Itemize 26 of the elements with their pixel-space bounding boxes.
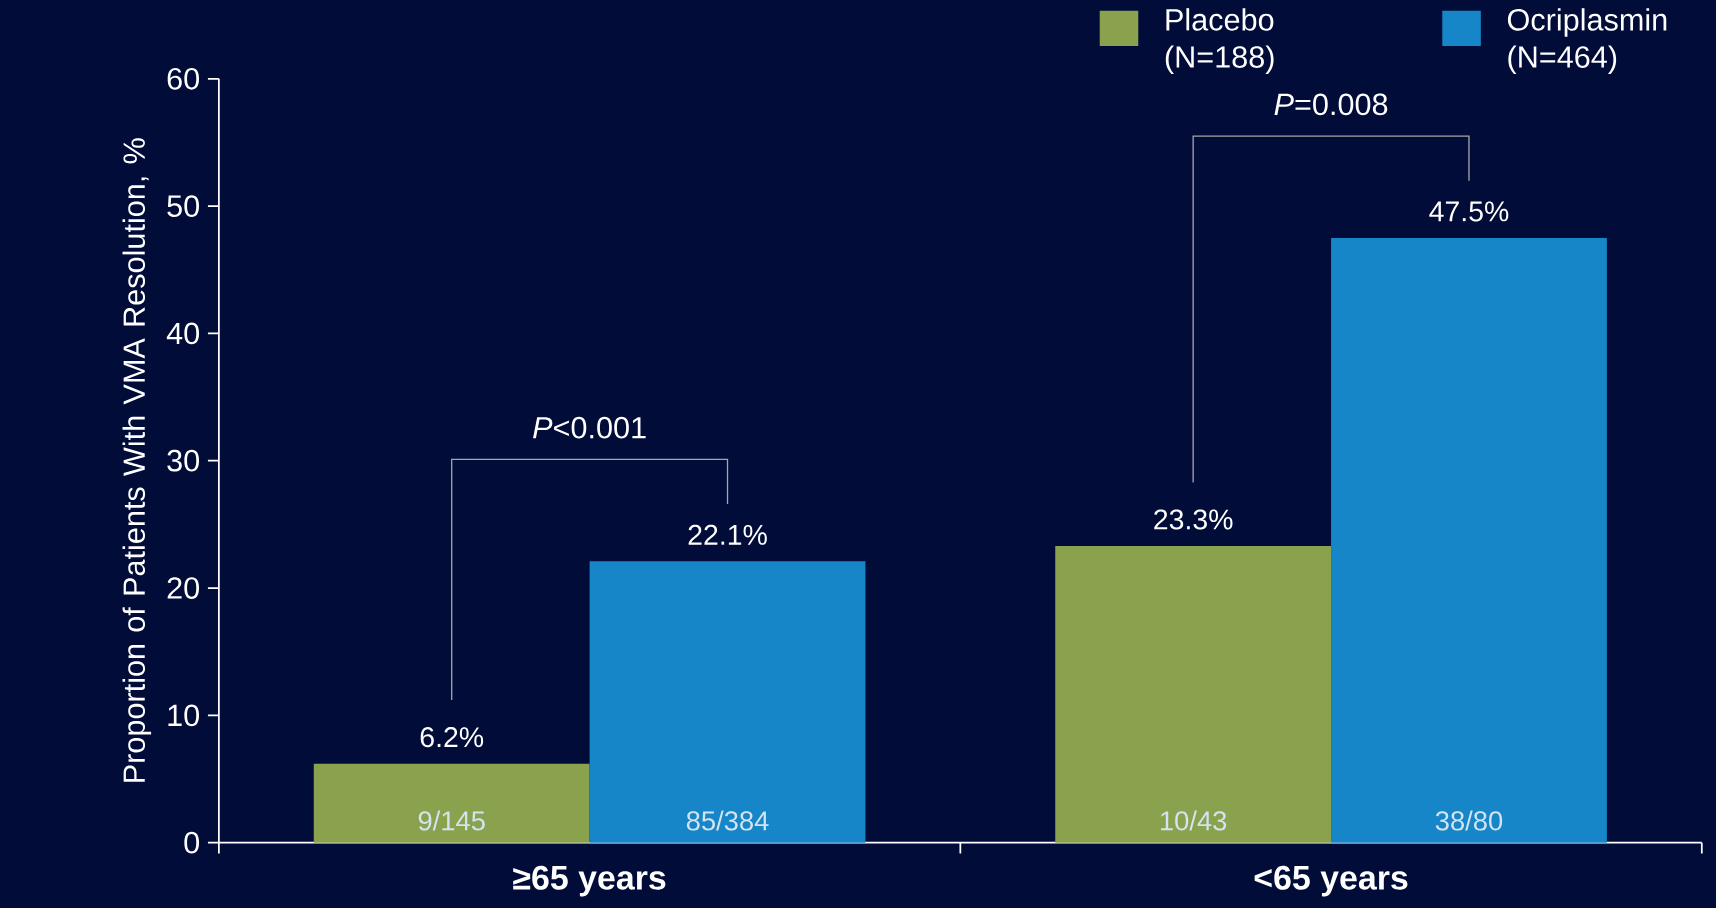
bar [589,561,866,843]
y-tick-label: 60 [167,67,200,90]
data-label: 6.2% [420,726,484,748]
legend-label: Placebo (N=188) [1165,8,1274,74]
y-tick-label: 30 [167,449,200,472]
annotation: P=0.008 [1274,93,1388,116]
annotation: P<0.001 [533,416,646,439]
annotation: 10/43 [1161,810,1227,831]
x-tick-label: ≥65 years [513,865,666,897]
y-tick-label: 40 [166,322,200,345]
annotation: 85/384 [686,810,769,831]
bar [1055,545,1332,843]
y-tick-label: 20 [167,577,200,599]
y-tick-label: 0 [184,831,200,854]
data-label: 23.3% [1154,509,1233,530]
data-label: 47.5% [1429,201,1509,222]
y-tick-label: 50 [167,195,200,217]
y-tick-label: 10 [168,704,200,727]
bar [313,763,590,843]
data-label: 22.1% [688,524,767,545]
x-tick-label: <65 years [1254,865,1408,897]
bar [1331,237,1607,843]
y-axis-title: Proportion of Patients With VMA Resolution, % [122,138,152,782]
annotation: 9/145 [418,810,485,831]
legend-label: Ocriplasmin (N=464) [1507,8,1667,74]
annotation: 38/80 [1435,810,1503,831]
